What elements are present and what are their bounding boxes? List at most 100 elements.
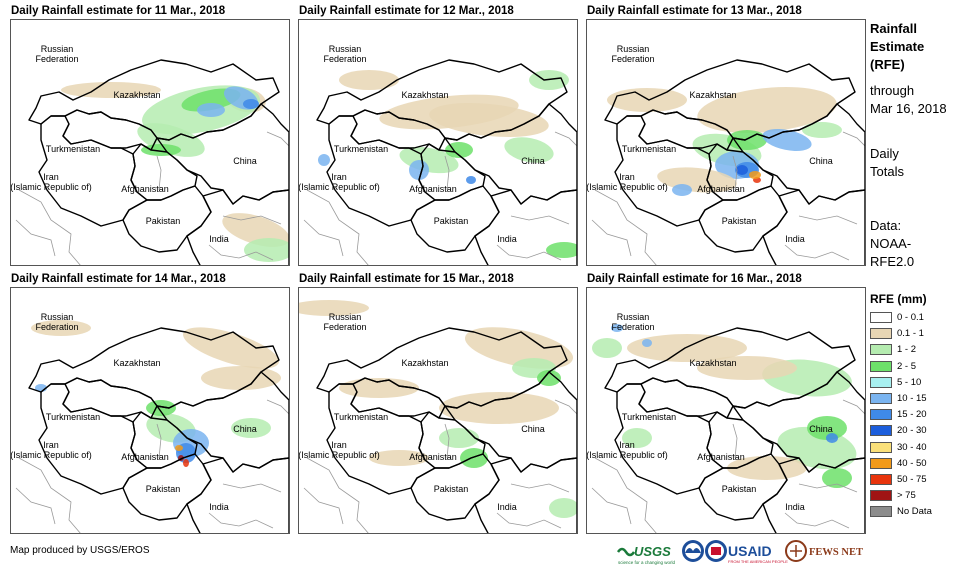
usaid-logo: USAID FROM THE AMERICAN PEOPLE — [705, 540, 788, 564]
rainfall-map: Russian Federation Kazakhstan Turkmenistan… — [586, 19, 866, 266]
rainfall-area — [31, 320, 91, 336]
legend-item: 2 - 5 — [870, 359, 916, 374]
rainfall-area — [175, 445, 183, 451]
country-border — [732, 371, 865, 473]
country-label-afghanistan: Afghanistan — [697, 452, 745, 462]
rainfall-area — [409, 160, 429, 180]
rainfall-area — [697, 356, 797, 380]
river-line — [444, 423, 450, 459]
country-label-afghanistan: Afghanistan — [121, 452, 169, 462]
country-border — [762, 457, 865, 533]
map-canvas — [303, 59, 577, 265]
country-label-kazakhstan: Kazakhstan — [401, 358, 449, 368]
river-line — [798, 215, 858, 225]
legend-item: 5 - 10 — [870, 375, 921, 390]
rainfall-area — [439, 428, 479, 448]
legend-item: 15 - 20 — [870, 407, 927, 422]
map-panel-1: Daily Rainfall estimate for 11 Mar., 201… — [10, 5, 290, 268]
legend-label: 0.1 - 1 — [897, 328, 924, 340]
country-border — [156, 103, 289, 205]
sidebar-heading: Rainfall Estimate (RFE) — [870, 21, 925, 72]
legend-item: 20 - 30 — [870, 423, 927, 438]
country-border — [444, 103, 577, 205]
country-border — [38, 391, 148, 495]
rainfall-area — [504, 137, 554, 163]
river-line — [156, 423, 162, 459]
legend-swatch — [870, 328, 892, 340]
river-line — [784, 512, 850, 529]
legend-label: > 75 — [897, 490, 916, 502]
usaid-tagline: FROM THE AMERICAN PEOPLE — [728, 559, 788, 564]
river-line — [784, 244, 850, 261]
rainfall-area — [627, 334, 747, 362]
rainfall-area — [802, 122, 842, 138]
legend-label: No Data — [897, 506, 932, 518]
legend-label: 0 - 0.1 — [897, 312, 924, 323]
sidebar-totals: Daily Totals — [870, 146, 904, 179]
country-label-kazakhstan: Kazakhstan — [401, 90, 449, 100]
river-layer — [591, 131, 865, 265]
country-label-iran: Iran (Islamic Republic of) — [298, 440, 380, 460]
country-label-afghanistan: Afghanistan — [409, 452, 457, 462]
usgs-text: USGS — [634, 544, 671, 559]
legend-swatch — [870, 360, 892, 372]
river-line — [732, 155, 738, 191]
rainfall-area — [727, 130, 767, 150]
panel-title: Daily Rainfall estimate for 14 Mar., 201… — [11, 273, 226, 285]
rainfall-area — [762, 129, 812, 151]
rainfall-area — [339, 70, 399, 90]
country-border — [38, 123, 148, 227]
legend-swatch — [870, 474, 892, 485]
rainfall-area — [299, 300, 369, 316]
rainfall-map: Russian Federation Kazakhstan Turkmenistan… — [298, 19, 578, 266]
river-line — [510, 215, 570, 225]
country-label-turkmenistan: Turkmenistan — [621, 144, 677, 154]
rainfall-area — [183, 327, 279, 369]
river-line — [554, 131, 577, 147]
usgs-tagline: science for a changing world — [618, 560, 676, 565]
rainfall-area — [822, 468, 852, 488]
rainfall-area — [146, 400, 176, 416]
border-layer — [28, 59, 289, 265]
legend-item: 50 - 75 — [870, 472, 927, 487]
rainfall-area — [672, 184, 692, 196]
country-label-iran: Iran (Islamic Republic of) — [586, 440, 668, 460]
rainfall-area — [807, 416, 847, 440]
border-layer — [28, 327, 289, 533]
country-label-china: China — [233, 156, 257, 166]
credit-text: Map produced by USGS/EROS — [10, 545, 150, 556]
river-line — [306, 457, 369, 533]
panel-title: Daily Rainfall estimate for 16 Mar., 201… — [587, 273, 802, 285]
country-border — [732, 103, 865, 205]
river-line — [496, 244, 562, 261]
country-label-russia: Russian Federation — [35, 312, 79, 332]
country-border — [762, 189, 865, 265]
map-canvas — [591, 324, 865, 533]
map-canvas — [15, 320, 289, 533]
country-label-iran: Iran (Islamic Republic of) — [298, 172, 380, 192]
usaid-text: USAID — [728, 543, 772, 559]
river-line — [18, 457, 81, 533]
country-label-kazakhstan: Kazakhstan — [689, 358, 737, 368]
legend-label: 50 - 75 — [897, 474, 927, 485]
rainfall-layer — [61, 64, 289, 262]
rainfall-layer — [592, 324, 857, 488]
river-line — [594, 457, 657, 533]
country-border — [444, 371, 577, 473]
river-line — [222, 483, 282, 493]
rainfall-area — [697, 87, 837, 133]
border-layer — [316, 327, 577, 533]
country-label-pakistan: Pakistan — [721, 216, 757, 226]
country-label-russia: Russian Federation — [611, 44, 655, 64]
legend-swatch — [870, 409, 892, 421]
country-label-afghanistan: Afghanistan — [409, 184, 457, 194]
rainfall-area — [318, 154, 330, 166]
river-line — [266, 399, 289, 415]
country-label-kazakhstan: Kazakhstan — [689, 90, 737, 100]
river-line — [842, 131, 865, 147]
rainfall-area — [369, 450, 429, 466]
border-layer — [604, 59, 865, 265]
legend-swatch — [870, 376, 892, 388]
river-line — [208, 512, 274, 529]
sidebar-data-source: Data: NOAA- RFE2.0 — [870, 218, 915, 269]
